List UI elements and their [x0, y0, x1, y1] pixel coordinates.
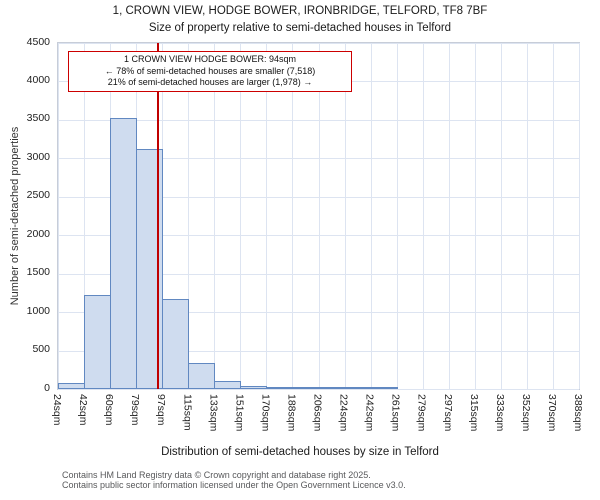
x-tick-label: 388sqm [572, 394, 584, 432]
gridline [579, 43, 580, 389]
histogram-bar [188, 362, 216, 389]
y-tick-label: 3000 [26, 150, 50, 163]
gridline [422, 43, 424, 389]
gridline [396, 43, 398, 389]
histogram-bar [266, 387, 294, 389]
x-tick-label: 133sqm [207, 394, 220, 432]
gridline [214, 43, 216, 389]
gridline [318, 43, 320, 389]
y-tick-label: 4000 [26, 73, 50, 86]
annotation-box: 1 CROWN VIEW HODGE BOWER: 94sqm ← 78% of… [68, 51, 352, 92]
x-tick-label: 151sqm [233, 394, 246, 432]
x-tick-label: 370sqm [545, 394, 558, 432]
x-tick-label: 333sqm [493, 394, 506, 432]
y-tick-label: 2000 [26, 227, 50, 240]
histogram-bar [292, 387, 320, 389]
chart-subtitle: Size of property relative to semi-detach… [148, 22, 452, 34]
annotation-line-3: 21% of semi-detached houses are larger (… [107, 77, 313, 87]
x-tick-label: 60sqm [103, 394, 116, 426]
y-tick-label: 2500 [26, 189, 50, 202]
x-tick-label: 297sqm [441, 394, 454, 432]
x-tick-label: 42sqm [77, 394, 90, 426]
footer-attribution-1: Contains HM Land Registry data © Crown c… [62, 470, 371, 480]
x-tick-label: 242sqm [363, 394, 376, 432]
x-tick-label: 79sqm [129, 394, 142, 426]
gridline [292, 43, 294, 389]
histogram-bar [214, 381, 242, 389]
gridline [84, 43, 86, 389]
gridline [526, 43, 528, 389]
x-axis-label: Distribution of semi-detached houses by … [161, 446, 439, 458]
y-tick-label: 1500 [26, 266, 50, 279]
gridline [500, 43, 502, 389]
plot-area: 1 CROWN VIEW HODGE BOWER: 94sqm ← 78% of… [57, 42, 580, 390]
gridline [370, 43, 372, 389]
annotation-line-2: ← 78% of semi-detached houses are smalle… [104, 65, 316, 76]
gridline [448, 43, 450, 389]
x-tick-label: 115sqm [181, 394, 194, 431]
histogram-bar [344, 387, 372, 389]
chart-title: 1, CROWN VIEW, HODGE BOWER, IRONBRIDGE, … [112, 5, 488, 17]
y-tick-label: 4500 [26, 35, 50, 48]
histogram-bar [110, 118, 138, 389]
y-tick-label: 1000 [26, 304, 50, 317]
gridline [552, 43, 554, 389]
y-tick-label: 3500 [26, 112, 50, 125]
gridline [474, 43, 476, 389]
x-tick-label: 24sqm [51, 394, 63, 426]
histogram-bar [240, 385, 268, 389]
x-tick-label: 170sqm [259, 394, 272, 432]
histogram-bar [136, 149, 164, 389]
footer-attribution-2: Contains public sector information licen… [62, 480, 406, 490]
x-tick-label: 279sqm [415, 394, 428, 432]
gridline [188, 43, 190, 389]
histogram-bar [162, 299, 190, 389]
annotation-line-1: 1 CROWN VIEW HODGE BOWER: 94sqm [123, 54, 297, 64]
x-tick-label: 224sqm [337, 394, 350, 432]
y-tick-label: 0 [44, 381, 50, 394]
marker-line [157, 43, 159, 389]
histogram-bar [318, 387, 346, 389]
x-tick-label: 206sqm [311, 394, 324, 432]
histogram-bar [58, 383, 86, 389]
x-tick-label: 352sqm [519, 394, 532, 432]
x-tick-label: 97sqm [155, 394, 168, 426]
gridline [58, 43, 59, 389]
gridline [266, 43, 268, 389]
gridline [58, 389, 579, 390]
gridline [240, 43, 242, 389]
gridline [344, 43, 346, 389]
y-tick-label: 500 [32, 343, 50, 356]
histogram-bar [370, 387, 398, 389]
x-tick-label: 315sqm [467, 394, 480, 432]
x-tick-label: 188sqm [285, 394, 298, 432]
x-tick-label: 261sqm [389, 394, 402, 432]
histogram-bar [84, 295, 112, 389]
